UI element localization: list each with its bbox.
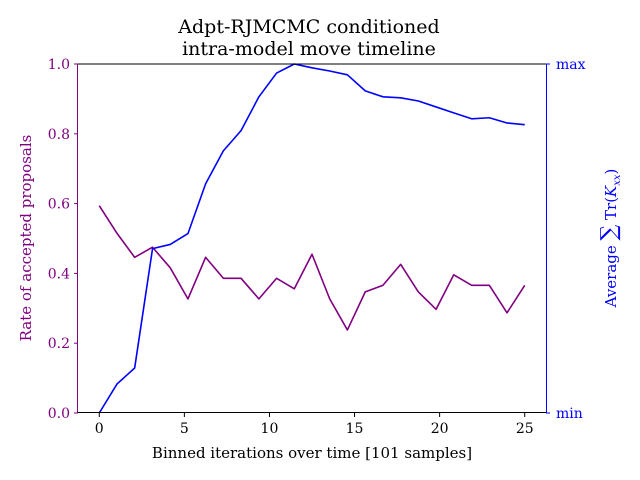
left-y-tick-label: 0.8 <box>48 127 70 143</box>
right-y-label-k: K <box>602 185 620 198</box>
trace-series-line <box>98 63 525 414</box>
x-tick-label: 10 <box>261 421 279 437</box>
chart-title-line-1: Adpt-RJMCMC conditioned <box>177 16 439 38</box>
right-y-label-prefix: Average <box>602 240 620 308</box>
acceptance-rate-series-line <box>98 205 526 331</box>
right-y-label-sub: xx <box>612 174 623 186</box>
axes-frame <box>77 63 547 413</box>
right-y-label-tr: Tr( <box>602 197 620 225</box>
x-tick-label: 20 <box>431 421 449 437</box>
left-y-tick-label: 0.6 <box>48 197 70 213</box>
left-y-tick-label: 0.4 <box>48 266 70 282</box>
left-y-axis-ticks: 0.0 0.2 0.4 0.6 0.8 1.0 <box>48 57 78 422</box>
left-y-tick-label: 0.2 <box>48 336 70 352</box>
left-y-axis-label: Rate of accepted proposals <box>17 135 35 342</box>
x-axis-ticks: 0 5 10 15 20 25 <box>95 413 534 437</box>
right-y-axis-label: Average ∑ Tr(Kxx) <box>597 169 623 309</box>
x-tick-label: 5 <box>180 421 189 437</box>
right-y-label-sum: ∑ <box>597 224 622 240</box>
series-layer <box>98 63 526 414</box>
right-y-tick-label: max <box>556 57 586 73</box>
x-axis-label: Binned iterations over time [101 samples… <box>152 444 472 462</box>
x-tick-label: 25 <box>516 421 534 437</box>
right-y-label-suffix: ) <box>602 169 620 175</box>
left-y-tick-label: 0.0 <box>48 406 70 422</box>
right-y-axis-ticks: min max <box>546 57 586 422</box>
chart-title-line-2: intra-model move timeline <box>182 38 436 60</box>
x-tick-label: 15 <box>346 421 364 437</box>
right-y-tick-label: min <box>556 406 583 422</box>
x-tick-label: 0 <box>95 421 104 437</box>
left-y-tick-label: 1.0 <box>48 57 70 73</box>
